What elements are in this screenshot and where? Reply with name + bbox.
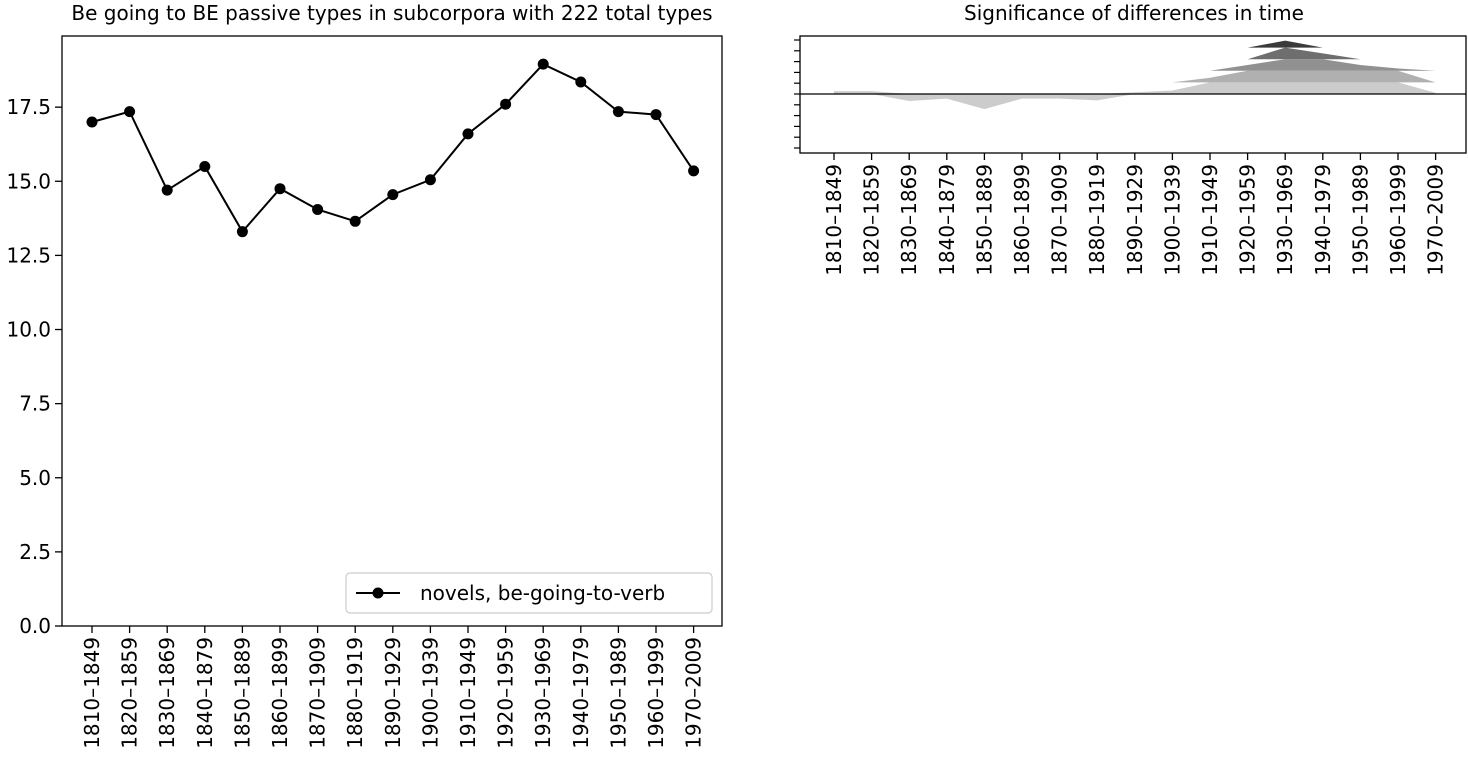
legend-label: novels, be-going-to-verb xyxy=(420,581,665,605)
right-chart-title: Significance of differences in time xyxy=(964,1,1304,25)
x-tick-label: 1920–1959 xyxy=(1236,164,1260,276)
data-point xyxy=(537,58,549,70)
left-chart-title: Be going to BE passive types in subcorpo… xyxy=(71,1,712,25)
significance-band-2 xyxy=(834,70,1436,83)
x-tick-label: 1890–1929 xyxy=(1123,164,1147,276)
data-point xyxy=(274,183,286,195)
x-tick-label: 1870–1909 xyxy=(306,637,330,749)
y-tick-label: 2.5 xyxy=(19,540,51,564)
right-chart: Significance of differences in time 1810… xyxy=(794,1,1467,276)
x-tick-label: 1850–1889 xyxy=(972,164,996,276)
legend: novels, be-going-to-verb xyxy=(345,572,713,614)
x-tick-label: 1810–1849 xyxy=(80,637,104,749)
data-point xyxy=(236,226,248,238)
data-point xyxy=(688,165,700,177)
x-tick-label: 1830–1869 xyxy=(897,164,921,276)
data-point xyxy=(387,189,399,201)
x-tick-label: 1880–1919 xyxy=(1085,164,1109,276)
significance-band-1 xyxy=(834,82,1436,94)
legend-marker-swatch xyxy=(372,587,384,599)
significance-band-4 xyxy=(834,47,1436,60)
significance-band-3 xyxy=(834,59,1436,71)
data-point xyxy=(462,128,474,140)
x-tick-label: 1880–1919 xyxy=(343,637,367,749)
right-chart-areas xyxy=(834,40,1436,110)
x-tick-label: 1920–1959 xyxy=(494,637,518,749)
x-tick-label: 1850–1889 xyxy=(230,637,254,749)
y-tick-label: 15.0 xyxy=(6,169,51,193)
x-tick-label: 1900–1939 xyxy=(418,637,442,749)
x-tick-label: 1940–1979 xyxy=(1311,164,1335,276)
y-tick-label: 10.0 xyxy=(6,318,51,342)
x-tick-label: 1950–1989 xyxy=(1348,164,1372,276)
data-point xyxy=(312,203,324,215)
data-point xyxy=(349,215,361,227)
y-tick-label: 5.0 xyxy=(19,466,51,490)
data-point xyxy=(161,184,173,196)
left-chart: Be going to BE passive types in subcorpo… xyxy=(6,1,723,749)
data-point xyxy=(199,160,211,172)
left-chart-plot-area xyxy=(61,35,723,627)
x-tick-label: 1820–1859 xyxy=(118,637,142,749)
data-point xyxy=(650,109,662,121)
x-tick-label: 1960–1999 xyxy=(1386,164,1410,276)
data-point xyxy=(424,174,436,186)
x-tick-label: 1860–1899 xyxy=(268,637,292,749)
x-tick-label: 1910–1949 xyxy=(1198,164,1222,276)
x-tick-label: 1930–1969 xyxy=(531,637,555,749)
x-tick-label: 1900–1939 xyxy=(1160,164,1184,276)
x-tick-label: 1970–2009 xyxy=(1424,164,1448,276)
left-chart-x-axis: 1810–1849 1820–1859 1830–1869 1840–1879 1850… xyxy=(80,626,706,749)
x-tick-label: 1940–1979 xyxy=(569,637,593,749)
x-tick-label: 1840–1879 xyxy=(935,164,959,276)
y-tick-label: 0.0 xyxy=(19,614,51,638)
left-chart-y-axis: 0.0 2.5 5.0 7.5 10.0 12.5 15.0 17.5 xyxy=(6,95,62,638)
x-tick-label: 1870–1909 xyxy=(1048,164,1072,276)
x-tick-label: 1950–1989 xyxy=(606,637,630,749)
x-tick-label: 1830–1869 xyxy=(155,637,179,749)
x-tick-label: 1810–1849 xyxy=(822,164,846,276)
data-point xyxy=(575,76,587,88)
y-tick-label: 12.5 xyxy=(6,243,51,267)
legend-box xyxy=(345,572,713,614)
x-tick-label: 1970–2009 xyxy=(682,637,706,749)
left-chart-series xyxy=(86,58,700,238)
x-tick-label: 1960–1999 xyxy=(644,637,668,749)
x-tick-label: 1910–1949 xyxy=(456,637,480,749)
y-tick-label: 17.5 xyxy=(6,95,51,119)
x-tick-label: 1890–1929 xyxy=(381,637,405,749)
right-chart-y-axis xyxy=(794,39,800,149)
data-point xyxy=(124,106,136,118)
right-chart-x-axis: 1810–1849 1820–1859 1830–1869 1840–1879 1850… xyxy=(822,153,1448,276)
data-point xyxy=(500,98,512,110)
x-tick-label: 1860–1899 xyxy=(1010,164,1034,276)
x-tick-label: 1930–1969 xyxy=(1273,164,1297,276)
y-tick-label: 7.5 xyxy=(19,392,51,416)
data-point xyxy=(612,106,624,118)
significance-negative-area xyxy=(834,94,1436,110)
x-tick-label: 1820–1859 xyxy=(860,164,884,276)
data-point xyxy=(86,116,98,128)
x-tick-label: 1840–1879 xyxy=(193,637,217,749)
series-line xyxy=(91,62,695,234)
significance-band-5 xyxy=(834,40,1436,48)
